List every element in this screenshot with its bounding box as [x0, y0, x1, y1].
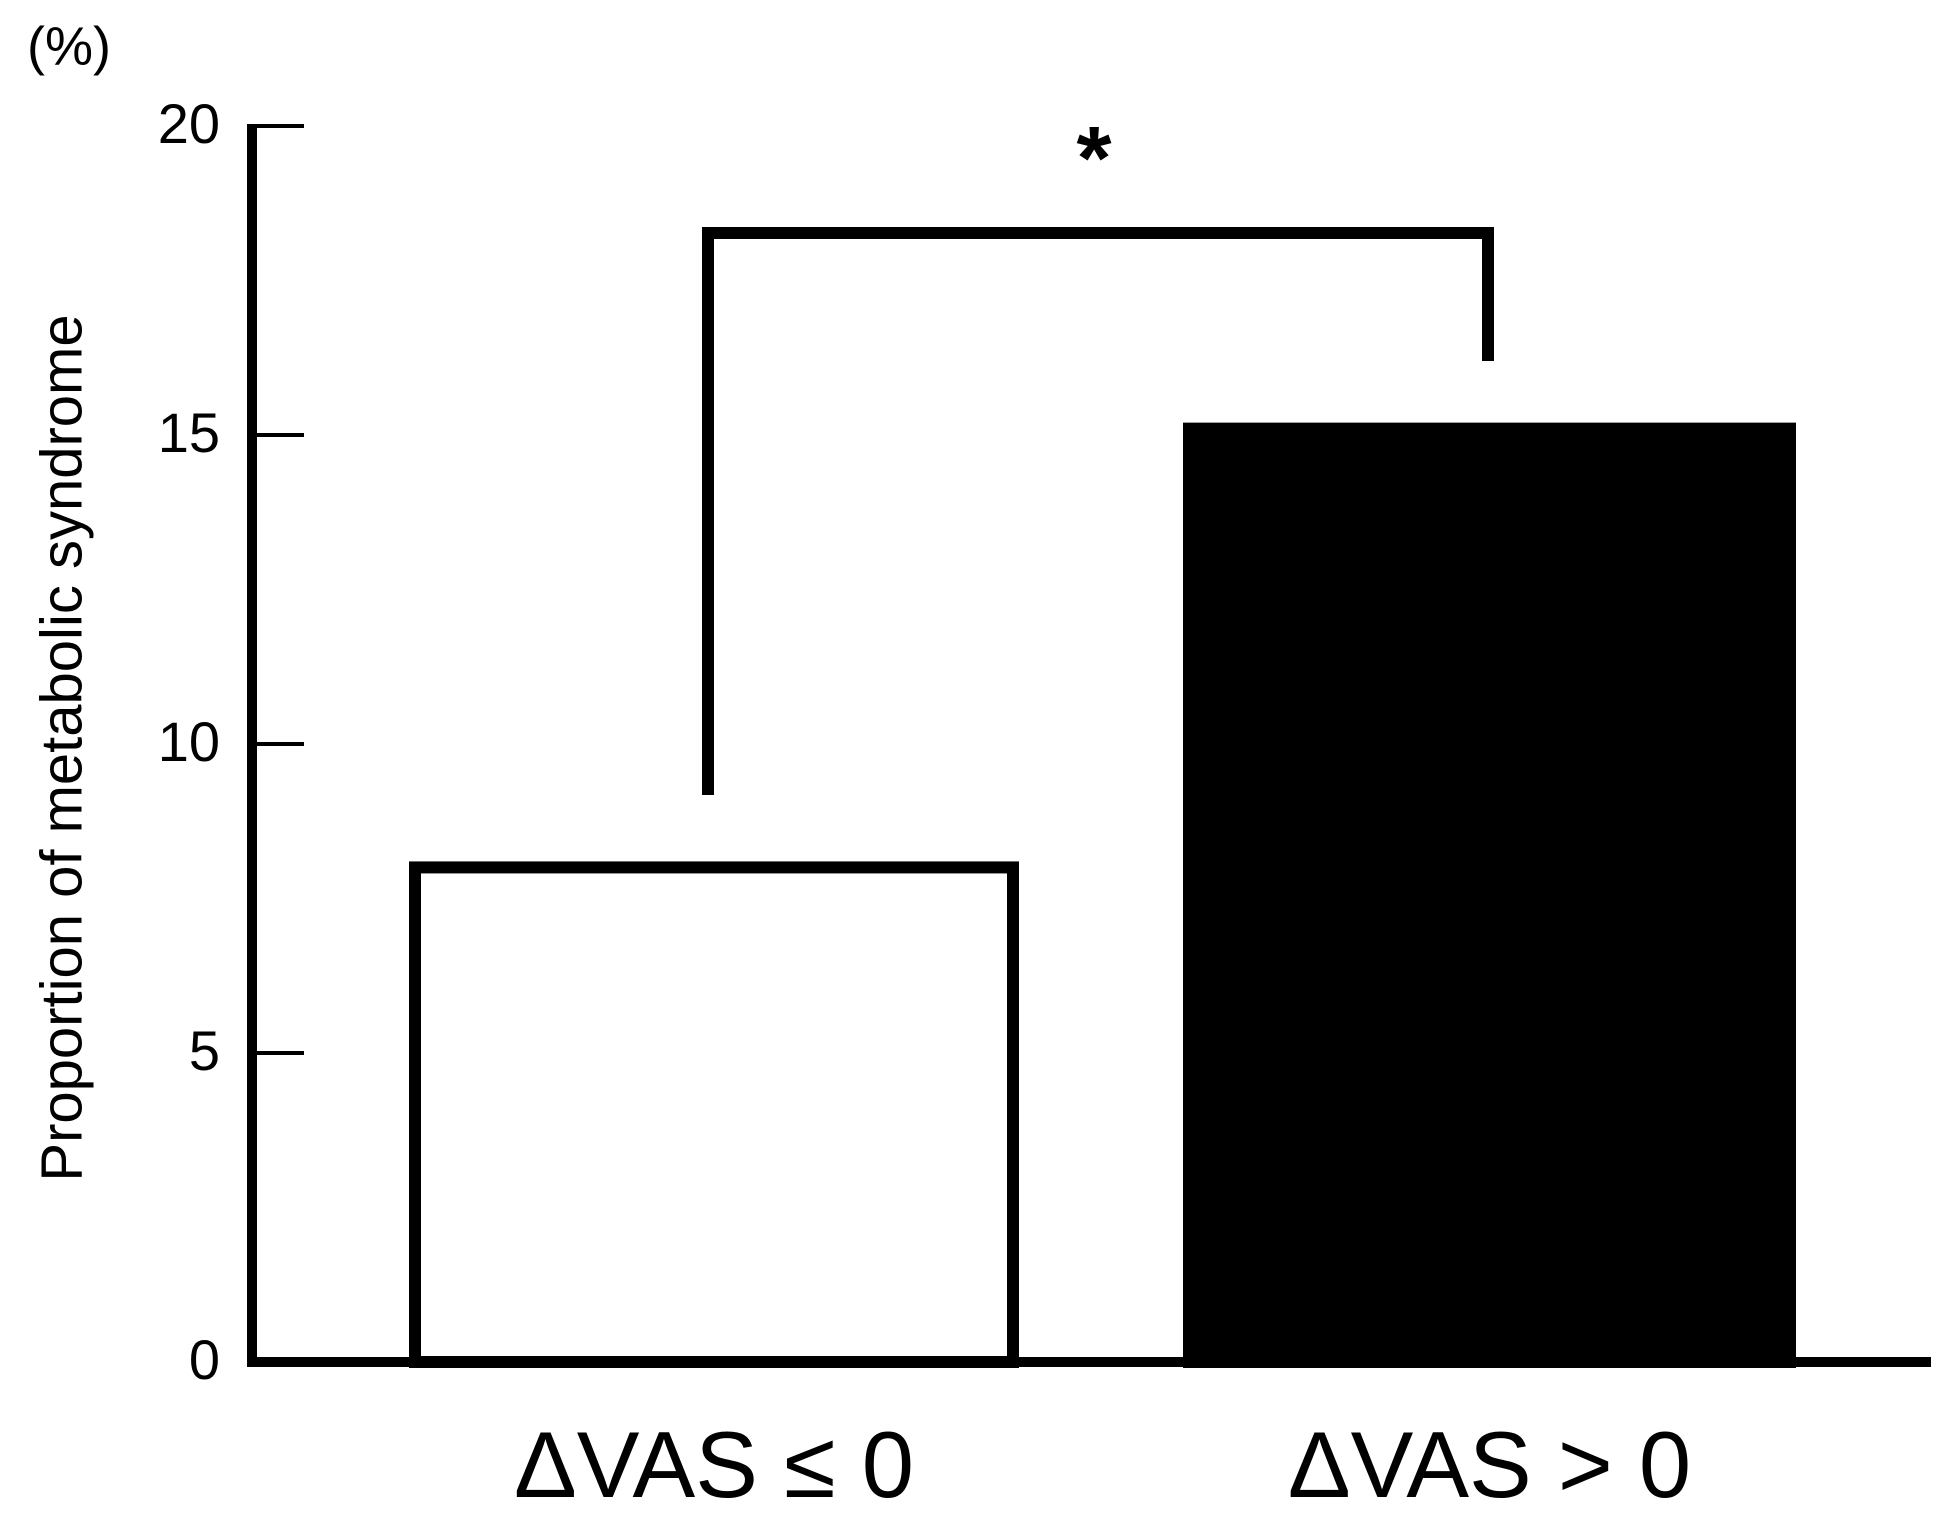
bar	[1183, 422, 1796, 1368]
y-unit: (%)	[27, 16, 111, 76]
y-axis-label: Proportion of metabolic syndrome	[29, 314, 94, 1181]
significance-marker: *	[1076, 109, 1111, 209]
y-tick-label: 15	[158, 401, 220, 464]
y-tick-label: 5	[189, 1019, 220, 1082]
significance-bracket	[702, 227, 1494, 795]
x-tick-label: ΔVAS > 0	[1288, 1412, 1691, 1513]
bar	[409, 861, 1019, 1368]
y-tick-label: 0	[189, 1328, 220, 1391]
y-tick-label: 20	[158, 92, 220, 155]
x-tick-label: ΔVAS ≤ 0	[514, 1412, 914, 1513]
y-tick-label: 10	[158, 710, 220, 773]
